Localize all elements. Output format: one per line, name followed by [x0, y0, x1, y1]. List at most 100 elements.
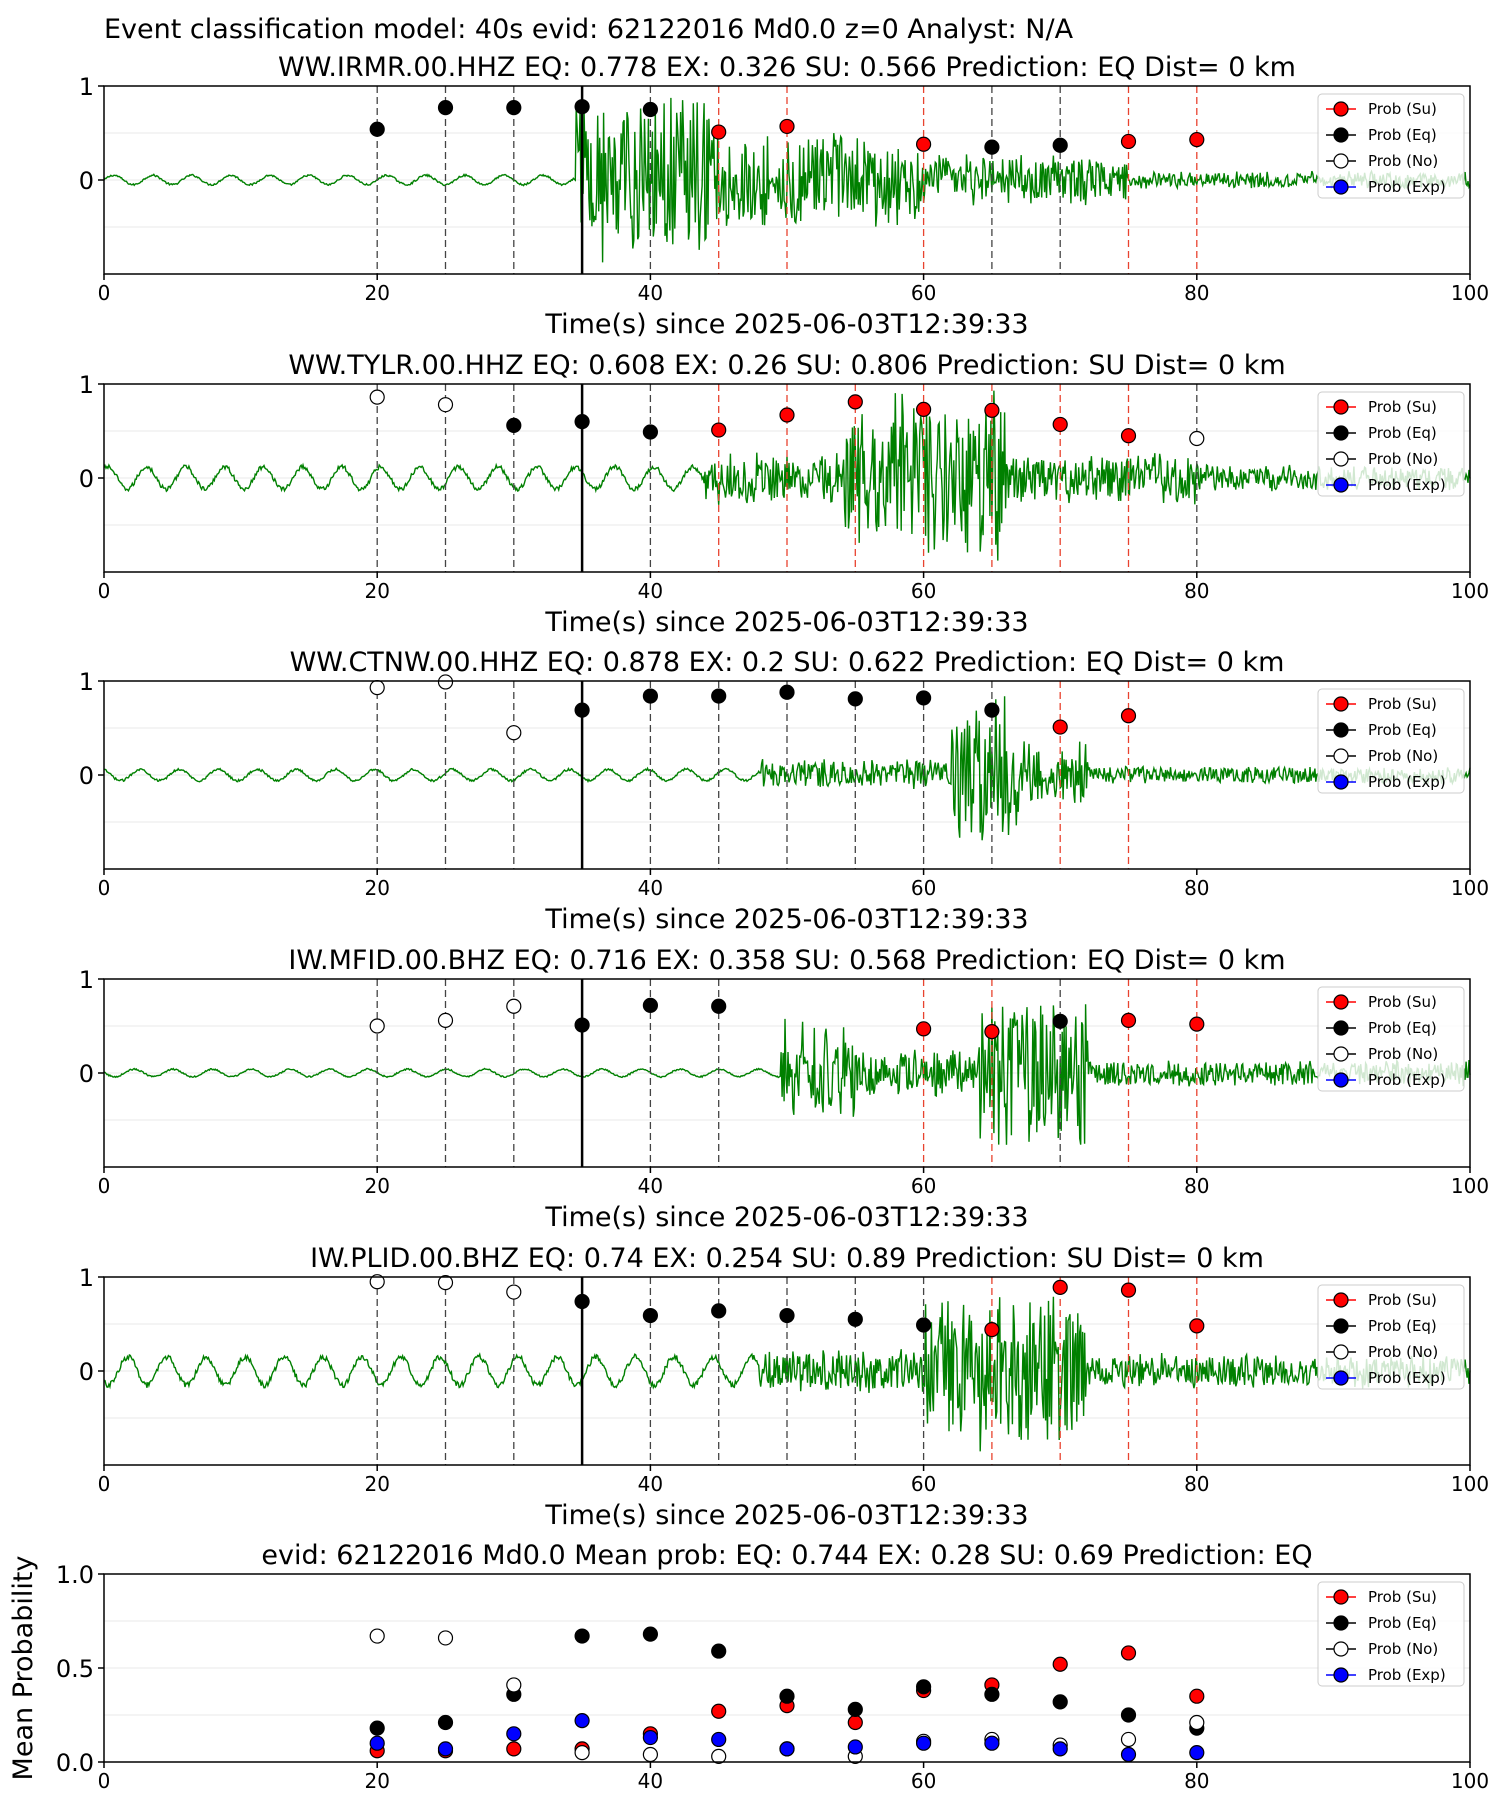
prob-marker-eq	[574, 99, 590, 115]
legend: Prob (Su) Prob (Eq) Prob (No) Prob (Exp)	[1317, 1284, 1465, 1390]
panel-title: WW.CTNW.00.HHZ EQ: 0.878 EX: 0.2 SU: 0.6…	[290, 647, 1285, 678]
y-tick-label: 0	[79, 167, 94, 195]
legend-marker	[1333, 1615, 1349, 1631]
prob-marker-su	[1120, 133, 1137, 150]
prob-marker-eq	[1052, 1013, 1068, 1029]
legend-marker	[1333, 399, 1349, 415]
x-tick-label: 40	[638, 1174, 663, 1198]
prob-marker-eq	[915, 1317, 932, 1333]
mean-marker-eq	[847, 1701, 863, 1717]
legend-marker	[1333, 1370, 1349, 1386]
prob-marker-eq	[779, 684, 795, 700]
panel-title: IW.MFID.00.BHZ EQ: 0.716 EX: 0.358 SU: 0…	[288, 945, 1285, 976]
y-tick-label: 0.5	[56, 1655, 94, 1683]
prob-marker-su	[779, 118, 795, 135]
y-tick-label: 0.0	[56, 1749, 94, 1777]
x-tick-label: 0	[98, 876, 111, 900]
y-tick-label: 1	[79, 73, 94, 101]
prob-marker-su	[711, 124, 727, 140]
prob-marker-no	[369, 389, 385, 405]
mean-marker-no	[437, 1630, 454, 1646]
prob-marker-no	[506, 725, 522, 741]
legend-marker	[1333, 1667, 1349, 1683]
prob-marker-su	[915, 1021, 932, 1037]
panel-3: WW.CTNW.00.HHZ EQ: 0.878 EX: 0.2 SU: 0.6…	[79, 647, 1489, 935]
prob-marker-su	[1120, 428, 1137, 444]
prob-marker-su	[1189, 1016, 1205, 1032]
prob-marker-eq	[574, 702, 590, 718]
legend-label: Prob (Exp)	[1368, 773, 1446, 791]
x-axis-label: Time(s) since 2025-06-03T12:39:33	[544, 1202, 1028, 1233]
mean-marker-exp	[1052, 1741, 1068, 1757]
x-tick-label: 60	[911, 579, 936, 603]
mean-marker-su	[1052, 1656, 1068, 1672]
x-tick-label: 60	[911, 1769, 936, 1793]
legend-label: Prob (Su)	[1368, 100, 1437, 118]
prob-marker-no	[506, 1284, 522, 1300]
waveform-trace	[103, 1004, 1471, 1145]
prob-marker-eq	[711, 688, 727, 704]
mean-marker-no	[642, 1746, 659, 1763]
mean-marker-exp	[642, 1729, 659, 1746]
mean-marker-su	[711, 1703, 727, 1719]
legend-marker	[1333, 477, 1349, 493]
legend-marker	[1333, 101, 1349, 117]
x-tick-label: 0	[98, 1472, 111, 1496]
y-tick-label: 1	[79, 668, 94, 696]
legend-label: Prob (No)	[1368, 747, 1438, 765]
prob-marker-eq	[984, 139, 1000, 155]
mean-marker-no	[369, 1628, 385, 1644]
legend-frame	[1317, 391, 1465, 497]
legend-label: Prob (Exp)	[1368, 1666, 1446, 1684]
prob-marker-eq	[574, 414, 590, 430]
legend-frame	[1317, 986, 1465, 1092]
mean-marker-no	[506, 1677, 522, 1693]
panel-title: evid: 62122016 Md0.0 Mean prob: EQ: 0.74…	[261, 1540, 1312, 1571]
prob-marker-eq	[642, 688, 659, 704]
prob-marker-su	[779, 407, 795, 423]
mean-marker-su	[847, 1714, 863, 1731]
legend-marker	[1333, 153, 1349, 169]
legend-marker	[1333, 748, 1349, 764]
legend-label: Prob (Su)	[1368, 1588, 1437, 1606]
y-tick-label: 0	[79, 1358, 94, 1386]
legend-marker	[1333, 1641, 1349, 1657]
mean-marker-exp	[574, 1713, 590, 1729]
mean-marker-exp	[1189, 1744, 1205, 1761]
prob-marker-eq	[642, 101, 659, 118]
mean-marker-eq	[1052, 1694, 1068, 1710]
mean-marker-su	[506, 1741, 522, 1757]
prob-marker-no	[369, 1018, 385, 1034]
legend: Prob (Su) Prob (Eq) Prob (No) Prob (Exp)	[1317, 391, 1465, 497]
legend-marker	[1333, 451, 1349, 467]
panel-2: WW.TYLR.00.HHZ EQ: 0.608 EX: 0.26 SU: 0.…	[79, 350, 1489, 638]
prob-marker-su	[984, 1322, 1000, 1338]
legend: Prob (Su) Prob (Eq) Prob (No) Prob (Exp)	[1317, 1581, 1465, 1687]
legend-label: Prob (Eq)	[1368, 1614, 1437, 1632]
y-tick-label: 1	[79, 966, 94, 994]
x-axis-label: Time(s) since 2025-06-03T12:39:33	[544, 607, 1028, 638]
prob-marker-su	[984, 402, 1000, 418]
panel-1: WW.IRMR.00.HHZ EQ: 0.778 EX: 0.326 SU: 0…	[79, 52, 1489, 340]
x-tick-label: 20	[364, 1174, 389, 1198]
legend: Prob (Su) Prob (Eq) Prob (No) Prob (Exp)	[1317, 688, 1465, 794]
mean-marker-exp	[984, 1735, 1000, 1751]
mean-marker-exp	[369, 1735, 385, 1751]
panel-title: IW.PLID.00.BHZ EQ: 0.74 EX: 0.254 SU: 0.…	[310, 1243, 1264, 1274]
x-axis-label: Time(s) since 2025-06-03T12:39:33	[544, 904, 1028, 935]
prob-marker-eq	[574, 1017, 590, 1033]
mean-marker-no	[1120, 1731, 1137, 1748]
legend-label: Prob (No)	[1368, 1343, 1438, 1361]
mean-marker-exp	[437, 1741, 454, 1757]
x-axis-label: Time(s) since 2025-06-03T12:39:33	[544, 1500, 1028, 1531]
prob-marker-eq	[915, 690, 932, 706]
prob-marker-su	[1120, 1012, 1137, 1028]
legend-label: Prob (Su)	[1368, 695, 1437, 713]
panels: WW.IRMR.00.HHZ EQ: 0.778 EX: 0.326 SU: 0…	[8, 52, 1489, 1793]
legend-frame	[1317, 1581, 1465, 1687]
mean-marker-su	[1189, 1688, 1205, 1704]
mean-marker-exp	[506, 1726, 522, 1742]
mean-marker-eq	[711, 1643, 727, 1659]
figure-suptitle: Event classification model: 40s evid: 62…	[104, 14, 1074, 45]
